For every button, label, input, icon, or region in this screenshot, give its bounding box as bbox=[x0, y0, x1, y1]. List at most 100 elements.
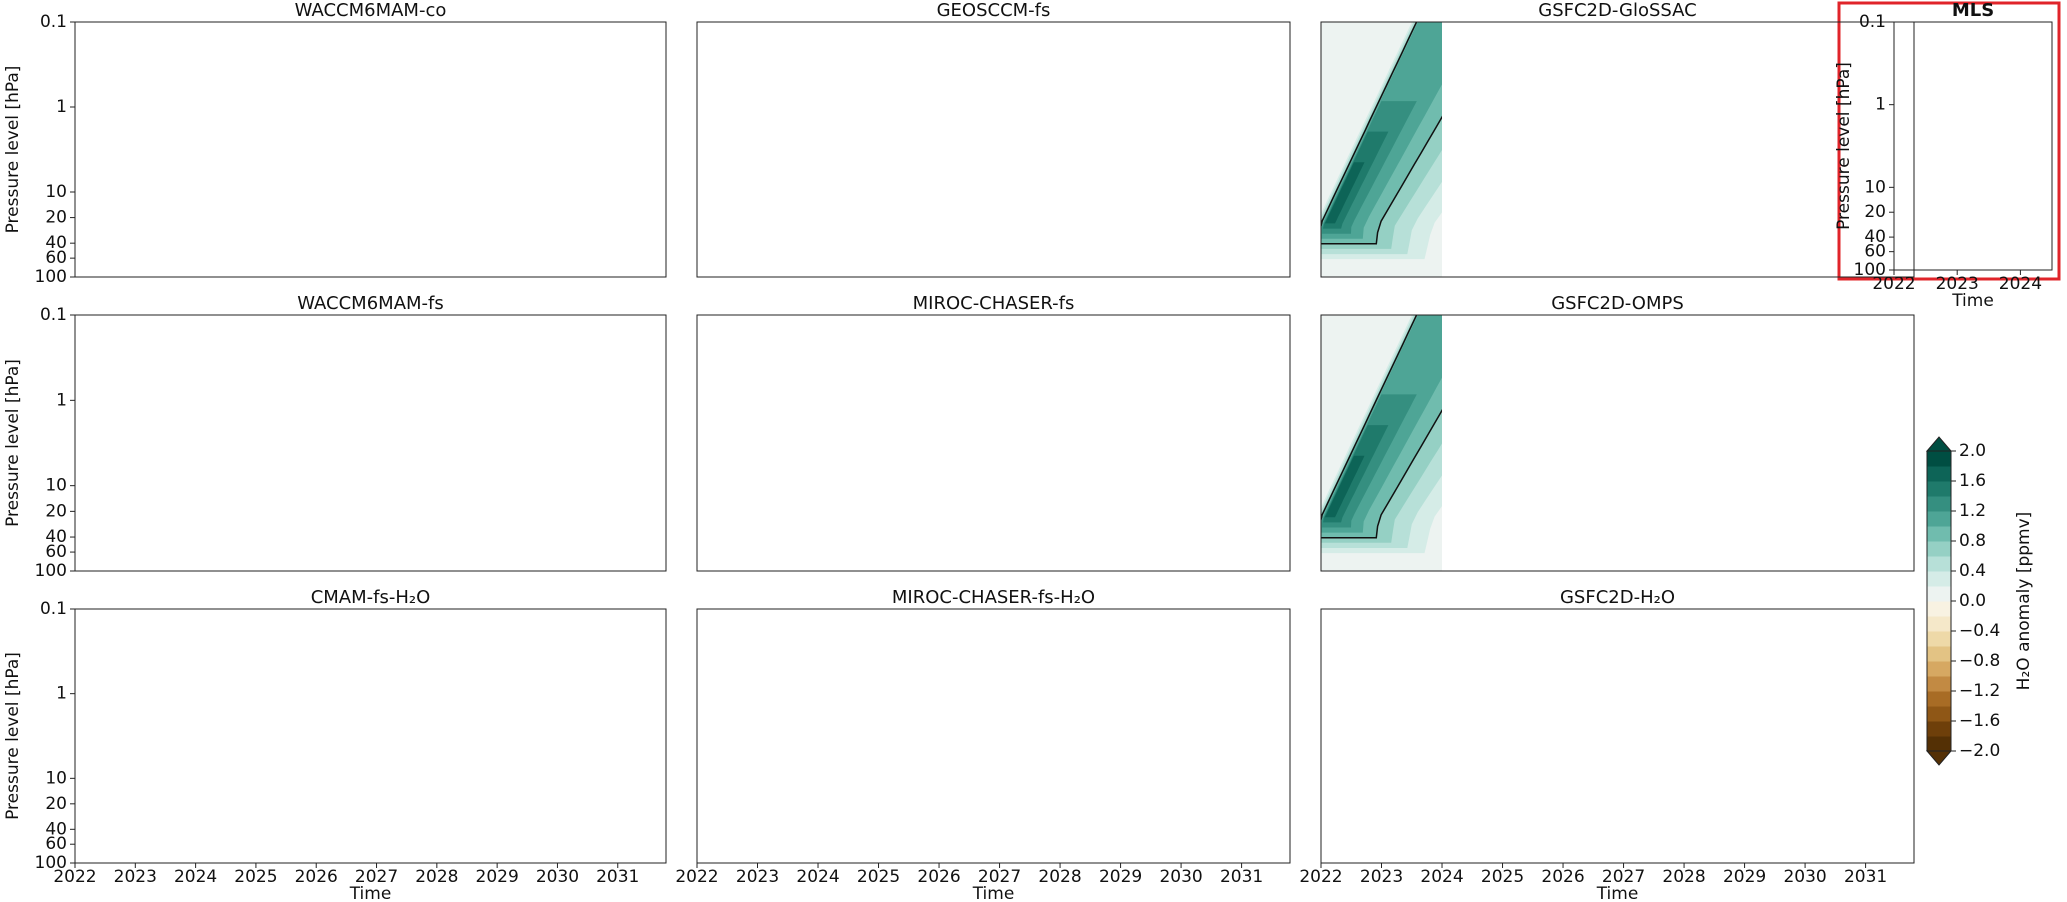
contour-level bbox=[76, 394, 186, 527]
panel-title: WACCM6MAM-co bbox=[295, 0, 447, 21]
colorbar-tick-label: −0.8 bbox=[1959, 651, 2000, 671]
colorbar-tick-label: 0.0 bbox=[1959, 591, 1986, 611]
x-tick-label: 2024 bbox=[174, 867, 217, 887]
x-tick-label: 2027 bbox=[1602, 867, 1645, 887]
contour-level bbox=[71, 17, 312, 249]
x-tick-label: 2025 bbox=[234, 867, 277, 887]
x-axis-label: Time bbox=[1951, 291, 1994, 311]
y-tick-label: 0.1 bbox=[1859, 12, 1886, 32]
colorbar-tick-label: −1.6 bbox=[1959, 711, 2000, 731]
contour-level bbox=[692, 310, 967, 538]
y-tick-label: 10 bbox=[45, 182, 67, 202]
axes-frame bbox=[1320, 21, 1915, 278]
contour-level bbox=[701, 749, 758, 810]
contour-level bbox=[1894, 17, 2060, 243]
colorbar-band bbox=[1927, 706, 1951, 722]
field bbox=[70, 604, 666, 863]
y-tick-label: 1 bbox=[1875, 95, 1886, 115]
colorbar-band bbox=[1927, 646, 1951, 662]
y-axis-label: Pressure level [hPa] bbox=[3, 66, 23, 234]
contour-level bbox=[1896, 99, 1981, 228]
y-tick-label: 100 bbox=[35, 267, 67, 287]
contour-level bbox=[70, 17, 378, 259]
x-tick-label: 2028 bbox=[1662, 867, 1705, 887]
y-tick-label: 0.1 bbox=[40, 599, 67, 619]
axes-frame bbox=[696, 21, 1291, 278]
colorbar-band bbox=[1927, 451, 1951, 467]
y-tick-label: 1 bbox=[56, 390, 67, 410]
field bbox=[692, 17, 1290, 277]
contour-level bbox=[698, 718, 797, 815]
y-tick-label: 60 bbox=[1864, 242, 1886, 262]
contour-level bbox=[70, 604, 358, 840]
contour-level bbox=[692, 17, 959, 249]
y-tick-label: 20 bbox=[45, 501, 67, 521]
y-tick-label: 60 bbox=[45, 248, 67, 268]
contour-level bbox=[75, 17, 260, 239]
field bbox=[1321, 22, 1443, 277]
contour-level bbox=[1897, 129, 1958, 223]
field bbox=[70, 17, 666, 277]
contour-level bbox=[701, 456, 751, 517]
x-tick-label: 2023 bbox=[1936, 274, 1979, 294]
colorbar-tick-label: −2.0 bbox=[1959, 741, 2000, 761]
x-tick-label: 2026 bbox=[917, 867, 960, 887]
contour-level bbox=[1896, 17, 2036, 233]
contour-level bbox=[75, 310, 260, 533]
colorbar-band bbox=[1927, 466, 1951, 482]
contour-level bbox=[77, 132, 153, 229]
contour-level bbox=[1324, 455, 1365, 518]
panel-title: WACCM6MAM-fs bbox=[297, 293, 444, 314]
contour-level bbox=[73, 310, 285, 538]
colorbar-band bbox=[1927, 571, 1951, 587]
contour-level bbox=[77, 718, 153, 815]
contour-level bbox=[79, 162, 125, 223]
axes-frame bbox=[1320, 608, 1915, 864]
contour-level bbox=[692, 17, 1052, 259]
x-tick-label: 2023 bbox=[1360, 867, 1403, 887]
x-tick-label: 2028 bbox=[1038, 867, 1081, 887]
field-bg bbox=[75, 315, 666, 571]
colorbar-tick-label: −1.2 bbox=[1959, 681, 2000, 701]
x-tick-label: 2022 bbox=[53, 867, 96, 887]
colorbar-tick-label: 1.2 bbox=[1959, 501, 1986, 521]
axes-frame bbox=[1893, 21, 2053, 271]
contour-level bbox=[692, 310, 1127, 553]
colorbar-band bbox=[1927, 556, 1951, 572]
field-bg bbox=[697, 315, 1290, 571]
contour-level bbox=[1893, 17, 2067, 248]
colorbar-band bbox=[1927, 526, 1951, 542]
contour-level bbox=[76, 688, 188, 820]
axes-frame bbox=[74, 608, 667, 864]
x-tick-label: 2027 bbox=[355, 867, 398, 887]
field bbox=[692, 310, 1290, 571]
x-tick-label: 2029 bbox=[1099, 867, 1142, 887]
contour-level bbox=[1324, 162, 1365, 224]
y-tick-label: 10 bbox=[1864, 177, 1886, 197]
x-tick-label: 2026 bbox=[1541, 867, 1584, 887]
colorbar-label: H₂O anomaly [ppmv] bbox=[2014, 512, 2034, 691]
colorbar-band bbox=[1927, 616, 1951, 632]
x-axis-label: Time bbox=[972, 884, 1015, 902]
field-bg bbox=[697, 609, 1290, 863]
contour-level bbox=[694, 310, 924, 533]
panel-title: MLS bbox=[1952, 0, 1994, 21]
colorbar-band bbox=[1927, 511, 1951, 527]
field-bg bbox=[75, 609, 666, 863]
colorbar-band bbox=[1927, 496, 1951, 512]
contour-level bbox=[1898, 158, 1937, 218]
colorbar-band bbox=[1927, 541, 1951, 557]
x-tick-label: 2028 bbox=[415, 867, 458, 887]
y-tick-label: 40 bbox=[45, 233, 67, 253]
contour-level bbox=[1316, 604, 1638, 840]
x-tick-label: 2031 bbox=[1844, 867, 1887, 887]
contour-level bbox=[1895, 17, 2047, 238]
contour-level bbox=[70, 604, 397, 845]
contour-level bbox=[692, 310, 1015, 543]
contour-level bbox=[1316, 604, 1682, 845]
contour-level bbox=[70, 604, 322, 835]
colorbar-band bbox=[1927, 721, 1951, 737]
y-tick-label: 1 bbox=[56, 97, 67, 117]
field bbox=[692, 604, 1290, 863]
field-bg bbox=[1321, 609, 1914, 863]
